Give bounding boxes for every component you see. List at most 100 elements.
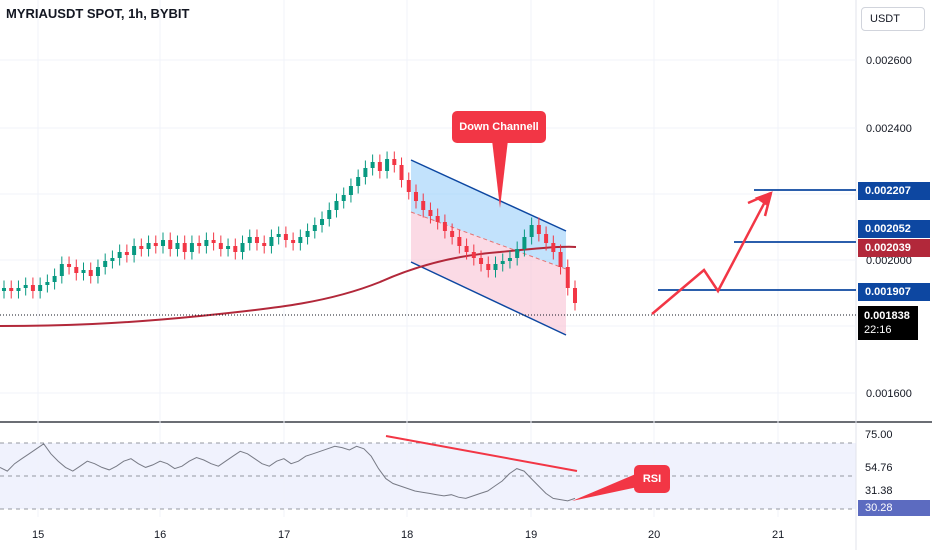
x-tick-label: 18 <box>401 529 413 541</box>
channel-lower-line <box>410 261 567 336</box>
candle-body <box>413 192 418 201</box>
candle-body <box>385 159 390 171</box>
x-tick-label: 21 <box>772 529 784 541</box>
candle-body <box>392 159 397 165</box>
candle-body <box>247 237 252 243</box>
candle-body <box>103 261 108 267</box>
candle-body <box>45 282 50 285</box>
y-tick-label: 0.002600 <box>866 55 912 67</box>
candle-body <box>16 288 21 291</box>
y-tick-label: 0.001600 <box>866 388 912 400</box>
projection-path[interactable] <box>651 195 770 315</box>
candle-body <box>500 261 505 264</box>
candle-body <box>334 201 339 210</box>
projection-arrow-wing-2 <box>763 192 773 217</box>
candle-body <box>240 243 245 252</box>
candle-body <box>139 246 144 249</box>
x-tick-label: 19 <box>525 529 537 541</box>
candle-body <box>276 234 281 237</box>
candle-body <box>269 237 274 246</box>
candle-body <box>168 240 173 249</box>
rsi-tick-75: 75.00 <box>865 429 893 441</box>
rsi-callout[interactable]: RSI <box>634 465 670 493</box>
price-tag-target-high: 0.002207 <box>858 182 930 200</box>
last-price-tag: 0.001838 22:16 <box>858 306 918 340</box>
candle-body <box>81 270 86 273</box>
candle-body <box>399 165 404 180</box>
candle-body <box>262 243 267 246</box>
candle-body <box>226 246 231 249</box>
down-channel-callout[interactable]: Down Channell <box>452 111 546 143</box>
candle-body <box>312 225 317 231</box>
candle-body <box>421 201 426 210</box>
candle-body <box>146 243 151 249</box>
candle-body <box>493 264 498 270</box>
candle-body <box>406 180 411 192</box>
candle-body <box>175 243 180 249</box>
candle-body <box>529 225 534 237</box>
moving-average-line <box>0 245 577 327</box>
rsi-divergence-line[interactable] <box>385 435 578 472</box>
x-tick-label: 20 <box>648 529 660 541</box>
rsi-line <box>0 443 576 502</box>
candle-body <box>161 240 166 246</box>
y-tick-label: 0.002400 <box>866 123 912 135</box>
candle-body <box>291 240 296 243</box>
candle-body <box>117 252 122 258</box>
candle-body <box>204 240 209 246</box>
rsi-current-value-tag: 30.28 <box>858 500 930 516</box>
candle-body <box>565 267 570 288</box>
candle-body <box>23 285 28 288</box>
candle-body <box>124 252 129 255</box>
candle-body <box>254 237 259 243</box>
candle-body <box>356 177 361 186</box>
candle-body <box>450 231 455 237</box>
last-price-value: 0.001838 <box>864 310 910 322</box>
candle-body <box>2 288 6 291</box>
candle-body <box>551 243 556 252</box>
symbol-title[interactable]: MYRIAUSDT SPOT, 1h, BYBIT <box>6 6 190 21</box>
candle-body <box>197 243 202 246</box>
candle-body <box>298 237 303 243</box>
candle-body <box>88 270 93 276</box>
projection-arrow-wing <box>747 191 772 205</box>
candle-body <box>479 258 484 264</box>
y-tick-label: 0.002000 <box>866 255 912 267</box>
candle-body <box>471 252 476 258</box>
price-tag-target-mid: 0.002052 <box>858 220 930 238</box>
candle-body <box>52 276 57 282</box>
candle-body <box>348 186 353 195</box>
x-tick-label: 17 <box>278 529 290 541</box>
candle-body <box>363 168 368 177</box>
candle-body <box>283 234 288 240</box>
candle-body <box>442 222 447 231</box>
candle-body <box>522 237 527 249</box>
candle-body <box>218 243 223 249</box>
candle-body <box>558 252 563 267</box>
candle-body <box>370 162 375 168</box>
candle-body <box>305 231 310 237</box>
candle-body <box>544 234 549 243</box>
currency-button[interactable]: USDT <box>861 7 925 31</box>
candle-body <box>95 267 100 276</box>
rsi-callout-pointer <box>572 473 638 501</box>
candle-body <box>464 246 469 252</box>
rsi-value-tag: 54.76 <box>865 462 893 474</box>
candle-body <box>327 210 332 219</box>
candle-body <box>74 267 79 273</box>
rsi-ma-value-tag: 31.38 <box>865 485 893 497</box>
candle-body <box>59 264 64 276</box>
bar-countdown: 22:16 <box>864 324 892 336</box>
x-tick-label: 16 <box>154 529 166 541</box>
candle-body <box>9 288 14 291</box>
channel-callout-pointer <box>492 140 508 208</box>
channel-upper-line <box>410 159 567 232</box>
candle-body <box>233 246 238 252</box>
price-tag-target-low: 0.001907 <box>858 283 930 301</box>
candle-body <box>457 237 462 246</box>
candle-body <box>320 219 325 225</box>
x-tick-label: 15 <box>32 529 44 541</box>
candle-body <box>486 264 491 270</box>
candle-body <box>132 246 137 255</box>
